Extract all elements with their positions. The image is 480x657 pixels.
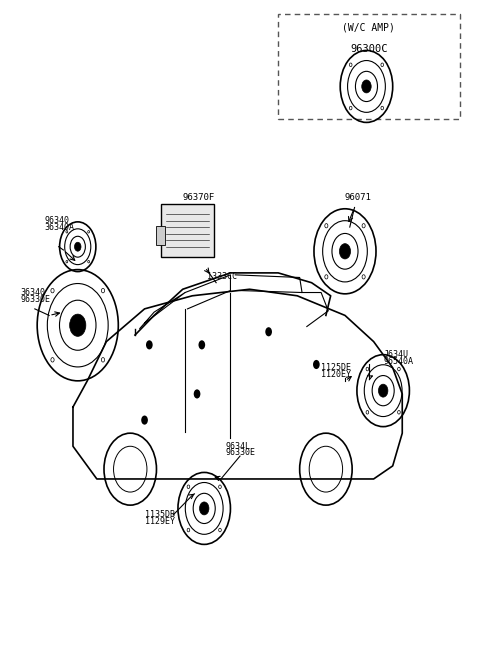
Circle shape bbox=[187, 528, 190, 532]
Circle shape bbox=[219, 485, 221, 489]
Circle shape bbox=[362, 80, 371, 93]
Circle shape bbox=[51, 288, 54, 293]
Circle shape bbox=[66, 260, 68, 263]
Circle shape bbox=[194, 390, 200, 399]
Circle shape bbox=[313, 360, 320, 369]
Circle shape bbox=[141, 415, 148, 424]
Text: 1125DE: 1125DE bbox=[321, 363, 351, 373]
Circle shape bbox=[101, 357, 105, 362]
Text: 96300C: 96300C bbox=[350, 44, 388, 54]
Circle shape bbox=[74, 242, 81, 251]
Text: 96370F: 96370F bbox=[183, 193, 215, 202]
Circle shape bbox=[199, 340, 205, 350]
Circle shape bbox=[219, 528, 221, 532]
Circle shape bbox=[200, 502, 209, 515]
Text: 1333CC: 1333CC bbox=[206, 271, 237, 281]
Circle shape bbox=[88, 260, 90, 263]
Text: (W/C AMP): (W/C AMP) bbox=[342, 22, 396, 32]
Bar bbox=[156, 226, 165, 246]
Text: 1129EY: 1129EY bbox=[144, 517, 175, 526]
Text: 9634L: 9634L bbox=[226, 442, 251, 451]
Text: 36340A: 36340A bbox=[44, 223, 74, 232]
Circle shape bbox=[378, 384, 388, 397]
FancyBboxPatch shape bbox=[161, 204, 214, 256]
Text: 96330E: 96330E bbox=[226, 448, 256, 457]
Circle shape bbox=[339, 244, 350, 259]
Text: 96071: 96071 bbox=[345, 193, 372, 202]
Text: 96340: 96340 bbox=[44, 216, 69, 225]
Circle shape bbox=[349, 106, 352, 110]
Circle shape bbox=[325, 275, 328, 279]
Circle shape bbox=[381, 63, 384, 66]
Circle shape bbox=[325, 223, 328, 228]
Circle shape bbox=[70, 314, 86, 336]
Circle shape bbox=[349, 63, 352, 66]
Circle shape bbox=[381, 106, 384, 110]
Text: J634U: J634U bbox=[383, 350, 408, 359]
Text: 96330E: 96330E bbox=[21, 294, 50, 304]
Text: 1120EY: 1120EY bbox=[321, 370, 351, 379]
Circle shape bbox=[362, 223, 365, 228]
Circle shape bbox=[146, 340, 153, 350]
Circle shape bbox=[187, 485, 190, 489]
Circle shape bbox=[362, 275, 365, 279]
Circle shape bbox=[397, 367, 400, 371]
Circle shape bbox=[366, 411, 369, 414]
Text: 36340: 36340 bbox=[21, 288, 46, 297]
Text: 1135DB: 1135DB bbox=[144, 510, 175, 520]
Circle shape bbox=[66, 231, 68, 233]
Circle shape bbox=[366, 367, 369, 371]
Circle shape bbox=[88, 231, 90, 233]
Circle shape bbox=[265, 327, 272, 336]
Circle shape bbox=[397, 411, 400, 414]
Circle shape bbox=[51, 357, 54, 362]
Circle shape bbox=[101, 288, 105, 293]
Text: 96540A: 96540A bbox=[383, 357, 413, 366]
